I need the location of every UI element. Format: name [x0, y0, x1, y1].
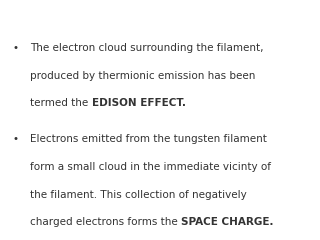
- Text: •: •: [12, 43, 18, 53]
- Text: termed the: termed the: [30, 98, 92, 108]
- Text: EDISON EFFECT.: EDISON EFFECT.: [92, 98, 186, 108]
- Text: The electron cloud surrounding the filament,: The electron cloud surrounding the filam…: [30, 43, 264, 53]
- Text: produced by thermionic emission has been: produced by thermionic emission has been: [30, 71, 256, 81]
- Text: SPACE CHARGE.: SPACE CHARGE.: [181, 217, 274, 227]
- Text: form a small cloud in the immediate vicinty of: form a small cloud in the immediate vici…: [30, 162, 271, 172]
- Text: charged electrons forms the: charged electrons forms the: [30, 217, 181, 227]
- Text: the filament. This collection of negatively: the filament. This collection of negativ…: [30, 190, 247, 200]
- Text: Electrons emitted from the tungsten filament: Electrons emitted from the tungsten fila…: [30, 134, 267, 144]
- Text: •: •: [12, 134, 18, 144]
